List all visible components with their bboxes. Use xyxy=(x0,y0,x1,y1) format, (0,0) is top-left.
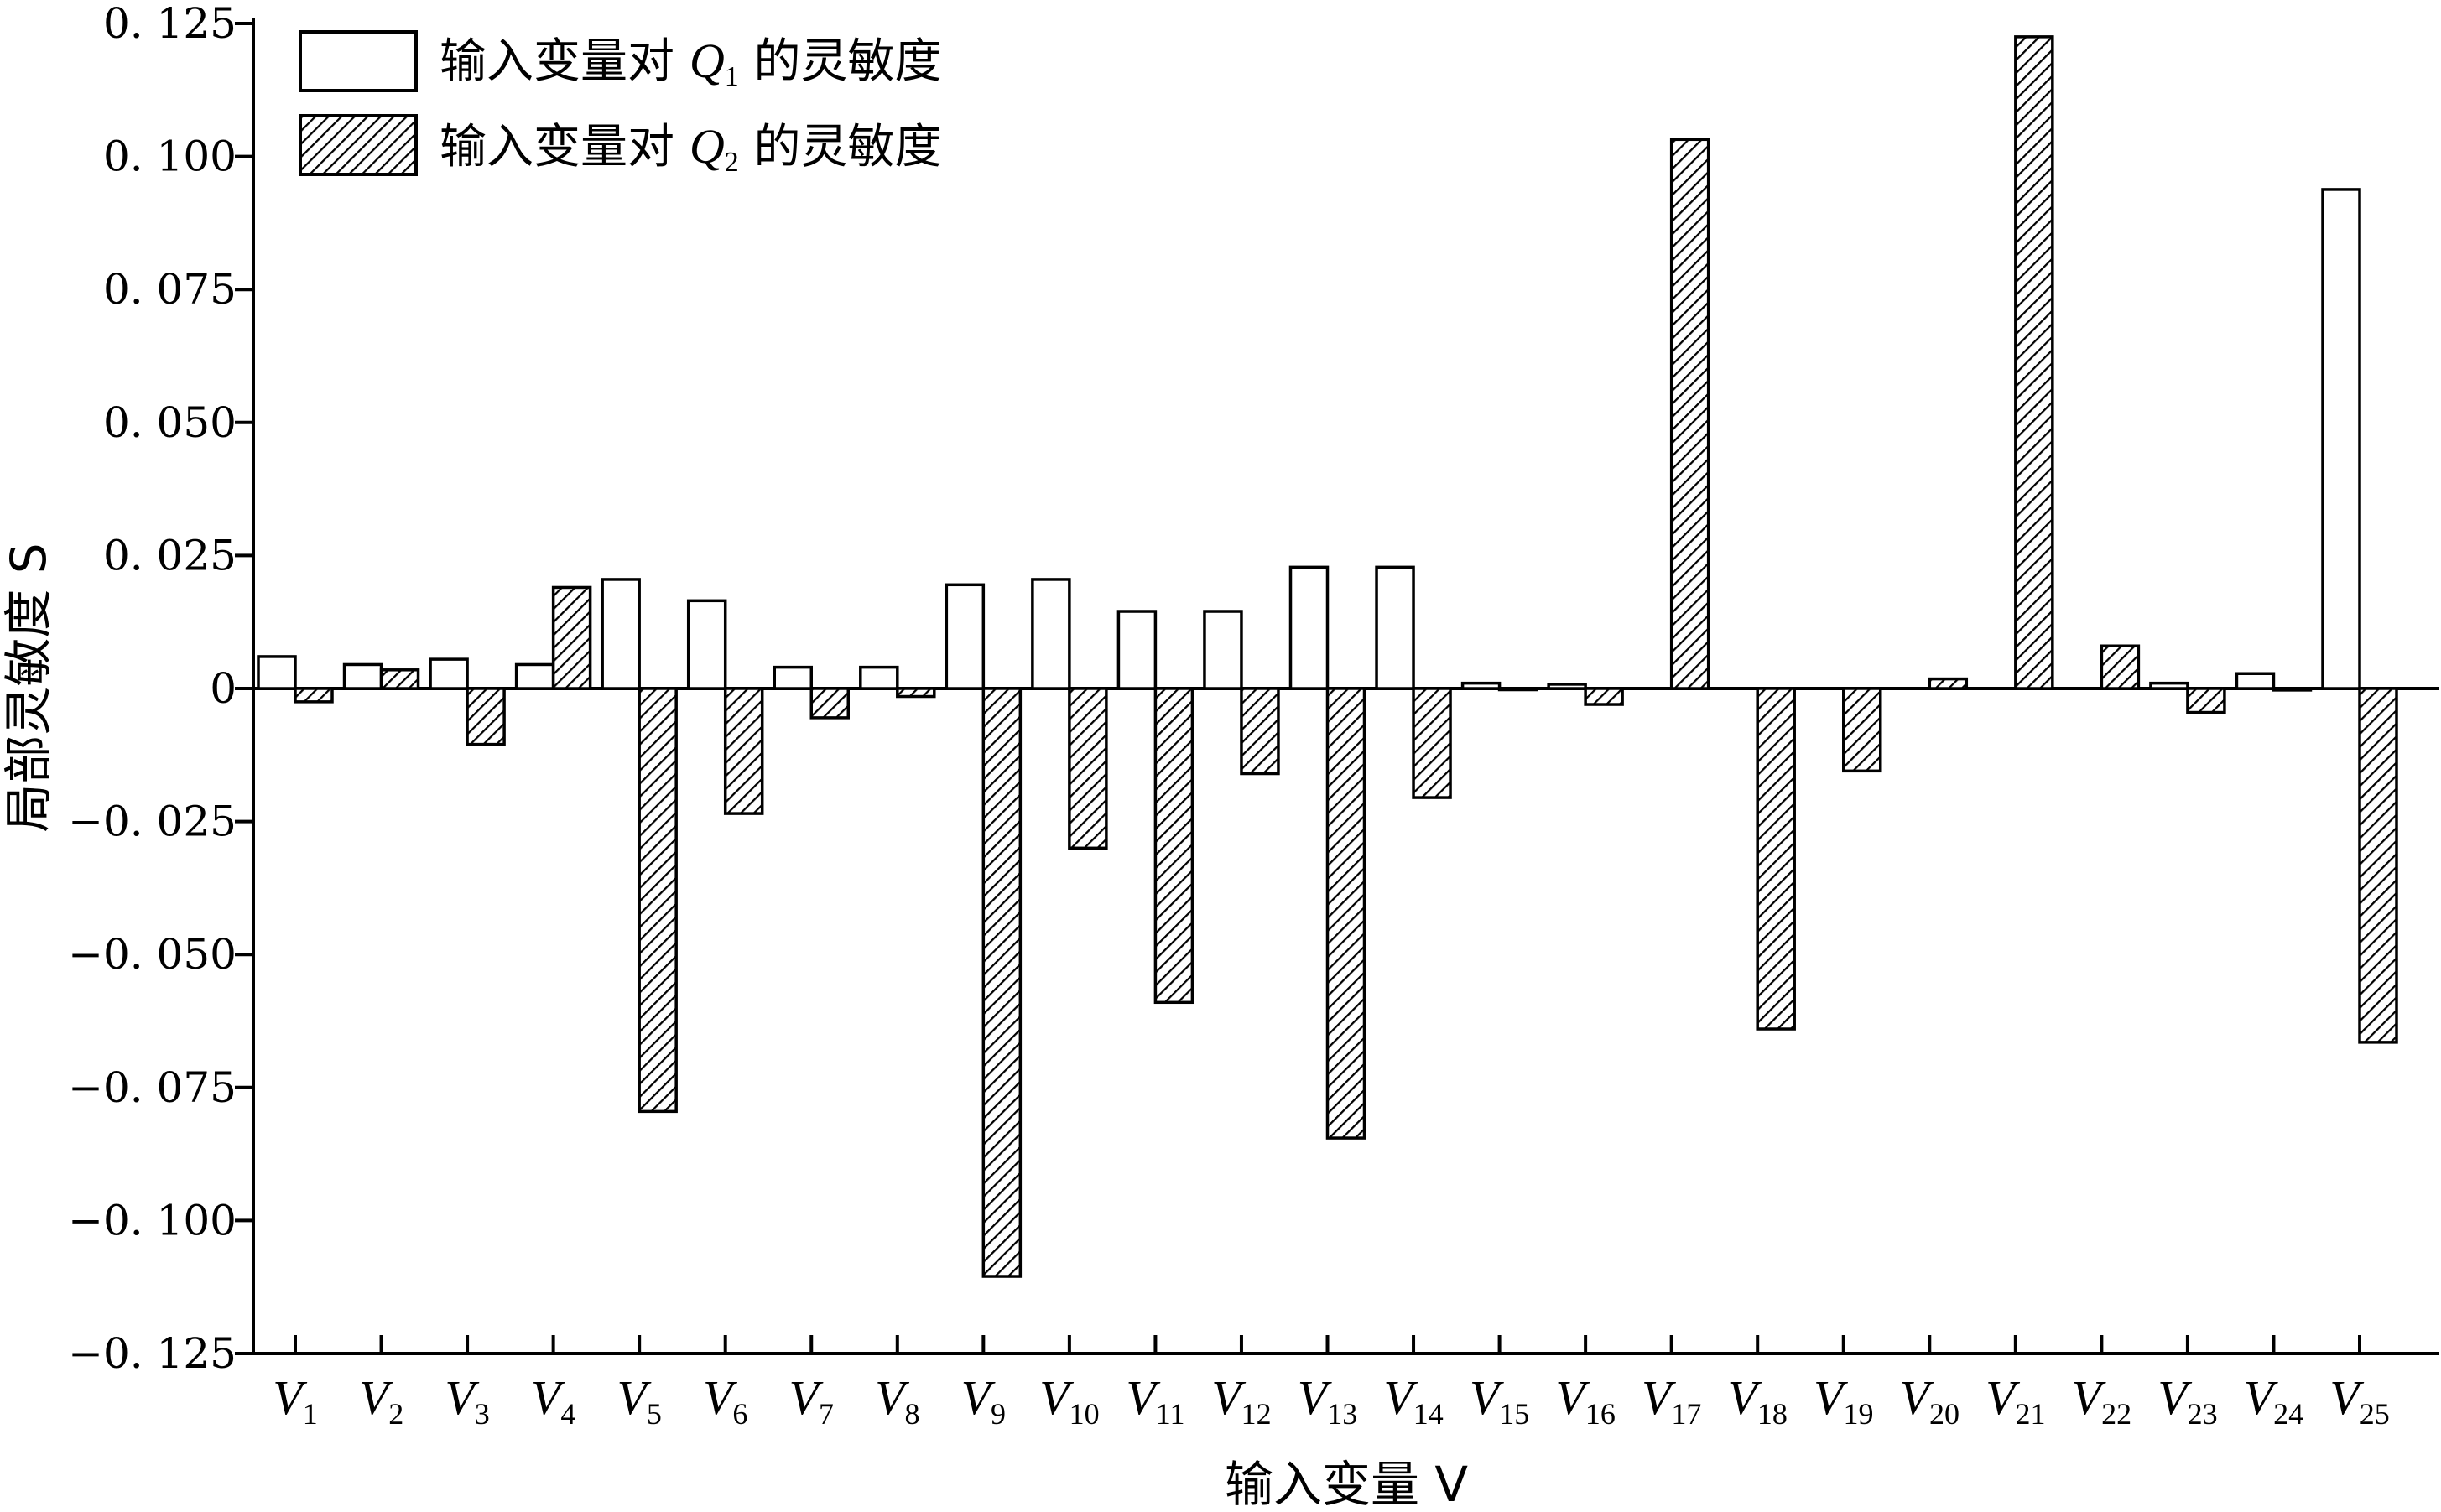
y-tick-label: −0. 025 xyxy=(68,798,237,846)
x-tick-label: V13 xyxy=(1298,1370,1357,1431)
bar-V12-q2 xyxy=(1240,687,1280,776)
y-tick-label: −0. 100 xyxy=(68,1196,237,1244)
y-tick-label: −0. 075 xyxy=(68,1063,237,1112)
x-tick-label: V2 xyxy=(359,1370,403,1431)
x-tick-label: V22 xyxy=(2072,1370,2131,1431)
bar-V13-q2 xyxy=(1325,687,1366,1140)
bar-V4-q1 xyxy=(514,662,555,690)
bar-V19-q2 xyxy=(1842,687,1882,773)
legend-label-q2: 输入变量对 Q2 的灵敏度 xyxy=(440,119,942,178)
x-tick-label: V17 xyxy=(1642,1370,1701,1431)
bar-V1-q2 xyxy=(294,687,334,704)
x-tick-label: V11 xyxy=(1126,1370,1184,1431)
x-tick-label: V19 xyxy=(1814,1370,1873,1431)
bar-V9-q1 xyxy=(945,583,986,690)
y-tick-label: 0. 025 xyxy=(103,531,237,579)
bar-V12-q1 xyxy=(1203,610,1243,690)
bar-V25-q2 xyxy=(2358,687,2398,1044)
bar-V1-q1 xyxy=(257,655,297,690)
x-tick-label: V5 xyxy=(617,1370,661,1431)
bar-V14-q1 xyxy=(1375,565,1415,690)
bar-V2-q2 xyxy=(379,668,420,690)
bar-V6-q1 xyxy=(686,599,727,690)
x-tick-label: V20 xyxy=(1900,1370,1960,1431)
bar-V23-q1 xyxy=(2149,681,2189,690)
bar-V4-q2 xyxy=(551,585,592,690)
bars xyxy=(257,35,2398,1278)
bar-V25-q1 xyxy=(2321,188,2361,690)
y-tick-label: −0. 050 xyxy=(68,930,237,979)
x-tick-label: V6 xyxy=(703,1370,747,1431)
bar-V3-q1 xyxy=(429,657,469,690)
x-tick-label: V4 xyxy=(531,1370,575,1431)
bar-V14-q2 xyxy=(1412,687,1452,799)
bar-V8-q2 xyxy=(896,687,936,699)
bar-V15-q2 xyxy=(1497,687,1538,692)
x-tick-label: V18 xyxy=(1727,1370,1787,1431)
bar-V11-q1 xyxy=(1116,610,1158,690)
x-tick-label: V7 xyxy=(789,1370,834,1431)
y-tick-label: 0. 125 xyxy=(103,0,237,48)
x-tick-label: V23 xyxy=(2157,1370,2217,1431)
y-axis-title: 局部灵敏度 S xyxy=(0,543,57,832)
bar-V23-q2 xyxy=(2186,687,2226,714)
bar-V2-q1 xyxy=(342,662,383,690)
x-tick-label: V21 xyxy=(1986,1370,2045,1431)
x-tick-label: V10 xyxy=(1039,1370,1099,1431)
bar-V5-q1 xyxy=(601,578,641,690)
bar-V20-q2 xyxy=(1928,677,1969,690)
x-tick-label: V8 xyxy=(875,1370,919,1431)
bar-V10-q2 xyxy=(1068,687,1108,850)
y-axis: 0. 125 0. 100 0. 075 0. 050 0. 025 0 −0. 025 −0… xyxy=(68,0,255,1378)
legend-swatch-q2 xyxy=(299,114,418,176)
x-axis-title: 输入变量 V xyxy=(1225,1456,1468,1512)
y-tick-label: 0. 050 xyxy=(103,398,237,447)
x-tick-label: V1 xyxy=(273,1370,317,1431)
bar-V18-q2 xyxy=(1756,687,1796,1031)
bar-V22-q2 xyxy=(2100,644,2141,690)
x-tick-label: V14 xyxy=(1383,1370,1443,1431)
bar-V5-q2 xyxy=(638,687,678,1114)
bar-V24-q1 xyxy=(2235,672,2276,690)
bar-V7-q1 xyxy=(773,665,813,690)
bar-V9-q2 xyxy=(981,687,1023,1278)
x-tick-label: V24 xyxy=(2244,1370,2303,1431)
x-tick-label: V16 xyxy=(1555,1370,1615,1431)
bar-V3-q2 xyxy=(466,687,506,746)
bar-V11-q2 xyxy=(1153,687,1194,1005)
bar-V13-q1 xyxy=(1288,565,1330,690)
bar-V17-q2 xyxy=(1669,138,1710,690)
bar-V24-q2 xyxy=(2272,687,2313,692)
x-tick-label: V25 xyxy=(2329,1370,2389,1431)
bar-V16-q2 xyxy=(1584,687,1624,706)
x-tick-label: V12 xyxy=(1211,1370,1271,1431)
bar-V8-q1 xyxy=(859,665,899,690)
bar-V10-q1 xyxy=(1031,578,1071,690)
bar-V15-q1 xyxy=(1460,681,1502,690)
bar-V7-q2 xyxy=(809,687,850,720)
x-tick-label: V9 xyxy=(961,1370,1006,1431)
bar-V21-q2 xyxy=(2014,35,2054,690)
y-tick-label: −0. 125 xyxy=(68,1329,237,1378)
legend-label-q1: 输入变量对 Q1 的灵敏度 xyxy=(440,34,942,92)
bar-V16-q1 xyxy=(1547,683,1587,690)
y-tick-label: 0 xyxy=(210,664,237,713)
y-tick-label: 0. 100 xyxy=(103,132,237,181)
legend-swatch-q1 xyxy=(299,30,418,92)
x-tick-label: V3 xyxy=(445,1370,489,1431)
bar-V6-q2 xyxy=(723,687,764,815)
y-tick-label: 0. 075 xyxy=(103,265,237,314)
x-tick-label: V15 xyxy=(1470,1370,1529,1431)
